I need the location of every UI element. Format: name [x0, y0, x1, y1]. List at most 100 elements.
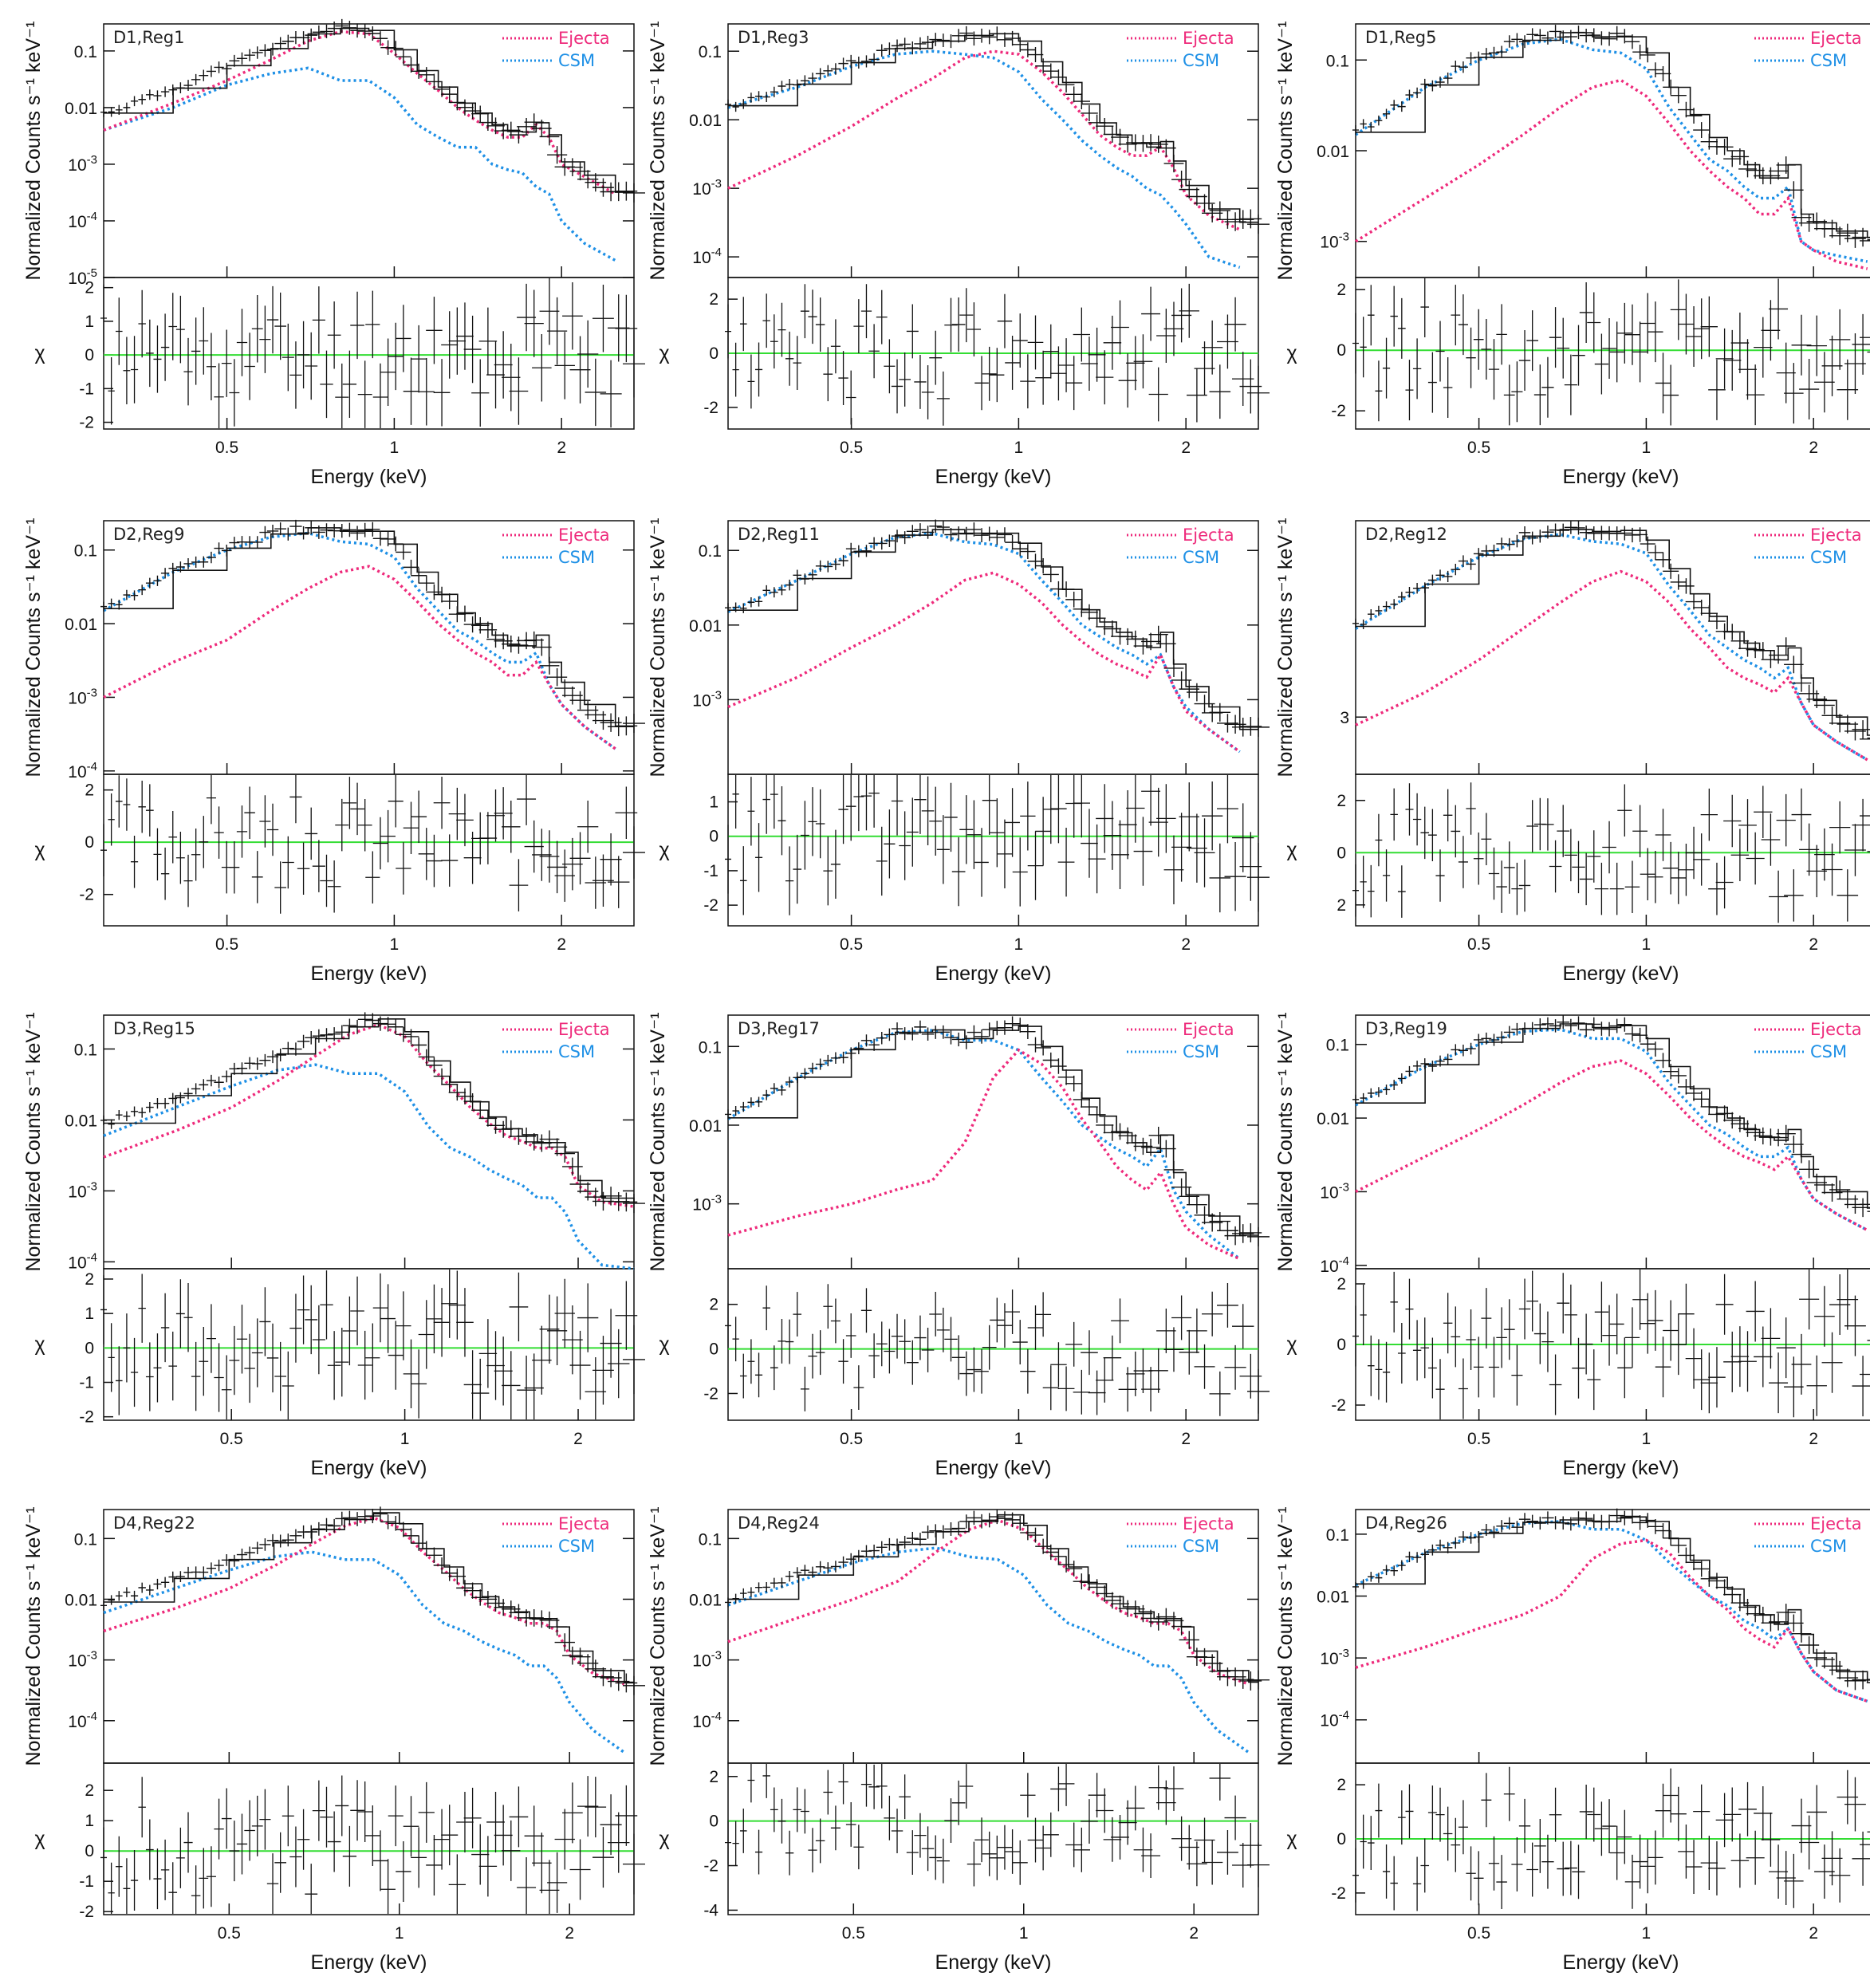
- data-point: [229, 537, 240, 549]
- data-point: [281, 1041, 294, 1055]
- y-axis-label: Normalized Counts s⁻¹ keV⁻¹: [647, 518, 669, 777]
- data-point: [365, 522, 380, 537]
- residual-point: [1042, 324, 1059, 379]
- data-point: [502, 1120, 521, 1138]
- data-point: [1541, 526, 1554, 539]
- residual-point: [517, 1857, 537, 1914]
- x-tick-label: 2: [1809, 1924, 1818, 1943]
- residual-frame: [103, 1762, 635, 1915]
- residual-point: [168, 1862, 178, 1914]
- spectrum-panel: D2,Reg11 Ejecta CSM 10-3 0.01 0.1 0.5 1 2 Energy …: [640, 505, 1270, 999]
- data-point: [808, 1062, 817, 1074]
- residual-point: [732, 342, 739, 397]
- residual-point: [914, 1813, 927, 1858]
- data-point: [1860, 1679, 1870, 1681]
- data-point: [426, 1547, 443, 1564]
- residual-point: [1693, 1349, 1711, 1411]
- residual-point: [1655, 809, 1671, 861]
- residual-point: [1715, 856, 1734, 909]
- residual-point: [1367, 285, 1375, 346]
- residual-point: [1852, 1831, 1870, 1886]
- residual-point: [350, 782, 364, 836]
- data-point: [1738, 1120, 1757, 1137]
- data-point: [959, 1514, 974, 1529]
- data-point: [569, 162, 591, 181]
- residual-point: [1518, 1278, 1531, 1340]
- data-point: [1821, 219, 1843, 238]
- data-point: [1163, 659, 1184, 677]
- data-point: [342, 522, 357, 537]
- data-point: [959, 26, 974, 41]
- data-point: [214, 1559, 224, 1572]
- data-point: [1678, 1079, 1695, 1095]
- residual-point: [1020, 1348, 1036, 1394]
- residual-point: [1624, 860, 1640, 913]
- data-point: [770, 86, 778, 97]
- residual-point: [785, 331, 794, 386]
- residual-point: [1096, 784, 1114, 853]
- data-point: [1791, 1624, 1812, 1643]
- data-point: [168, 1092, 178, 1104]
- residual-point: [1503, 364, 1515, 426]
- x-tick-label: 1: [390, 935, 400, 954]
- data-point: [1632, 1515, 1648, 1530]
- residual-point: [1632, 1834, 1648, 1889]
- data-point: [1564, 30, 1577, 44]
- x-tick-label: 2: [573, 1430, 583, 1448]
- residual-point: [1382, 1844, 1391, 1899]
- residual-point: [725, 825, 731, 894]
- data-point: [800, 1565, 809, 1577]
- total-model-step: [1356, 32, 1870, 238]
- residual-point: [990, 1835, 1005, 1880]
- residual-point: [1035, 1825, 1052, 1871]
- data-point: [1443, 1541, 1453, 1553]
- csm-model-curve: [103, 1063, 635, 1270]
- data-point: [1133, 135, 1153, 152]
- residual-point: [929, 330, 943, 385]
- residual-point: [793, 336, 802, 391]
- data-point: [1027, 47, 1044, 63]
- x-tick-label: 2: [1809, 935, 1818, 954]
- data-point: [365, 1013, 380, 1028]
- residual-point: [357, 798, 372, 852]
- data-point: [380, 40, 396, 55]
- data-point: [982, 30, 997, 45]
- data-point: [808, 1566, 817, 1578]
- spectrum-panel: D1,Reg5 Ejecta CSM 10-3 0.01 0.1 0.5 1 2 Energy (…: [1268, 8, 1870, 502]
- data-point: [1837, 714, 1859, 734]
- data-point: [1126, 1600, 1145, 1618]
- data-point: [312, 526, 325, 539]
- residual-point: [1549, 1354, 1562, 1415]
- data-point: [1799, 214, 1820, 232]
- data-point: [1435, 1055, 1445, 1067]
- residual-point: [1435, 321, 1445, 382]
- data-point: [305, 1030, 318, 1045]
- residual-point: [388, 1785, 404, 1847]
- residual-point: [418, 358, 435, 426]
- residual-point: [297, 1275, 310, 1344]
- data-point: [532, 1134, 552, 1152]
- residual-point: [388, 1321, 404, 1390]
- residual-point: [754, 1352, 763, 1398]
- data-point: [1769, 1613, 1789, 1631]
- residual-point: [974, 1817, 989, 1863]
- x-axis-label: Energy (keV): [1563, 1457, 1679, 1479]
- residual-frame: [103, 774, 635, 927]
- residual-point: [1503, 1299, 1515, 1360]
- residual-point: [891, 775, 904, 836]
- data-point: [1133, 637, 1153, 655]
- residual-point: [800, 801, 809, 870]
- residual-point: [1632, 1270, 1648, 1330]
- data-point: [1156, 139, 1176, 157]
- residual-point: [1806, 1355, 1827, 1416]
- data-point: [830, 63, 841, 75]
- data-point: [1163, 154, 1184, 173]
- data-point: [951, 1032, 966, 1047]
- residual-point: [585, 358, 607, 427]
- data-point: [1557, 1015, 1570, 1029]
- residual-point: [1405, 1278, 1414, 1340]
- residual-point: [1761, 300, 1781, 361]
- residual-point: [1012, 1840, 1028, 1885]
- data-point: [1806, 1648, 1827, 1667]
